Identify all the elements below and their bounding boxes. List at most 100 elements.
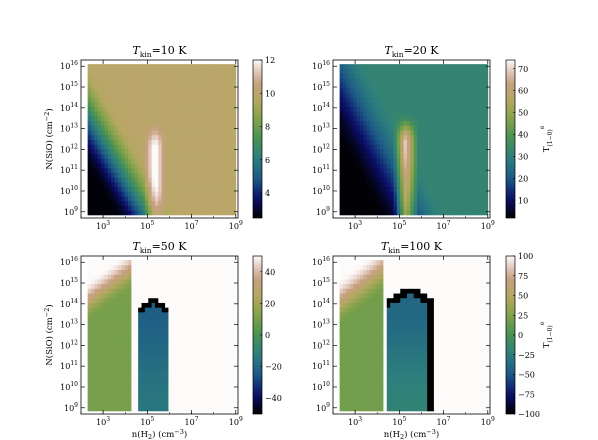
heatmap-cell: [229, 200, 233, 206]
heatmap-cell: [363, 330, 367, 336]
heatmap-cell: [205, 340, 210, 346]
heatmap-cell: [171, 321, 176, 327]
heatmap-cell: [107, 73, 112, 79]
heatmap-cell: [225, 316, 230, 322]
heatmap-cell: [376, 382, 381, 388]
heatmap-cell: [380, 181, 384, 188]
heatmap-cell: [165, 181, 169, 188]
heatmap-cell: [406, 181, 411, 188]
heatmap-cell: [356, 359, 361, 365]
heatmap-cell: [128, 302, 132, 308]
heatmap-cell: [97, 148, 102, 155]
heatmap-cell: [396, 191, 401, 197]
heatmap-cell: [215, 392, 220, 398]
heatmap-cell: [175, 186, 179, 192]
heatmap-cell: [131, 148, 136, 155]
heatmap-cell: [104, 87, 109, 93]
heatmap-cell: [202, 368, 206, 374]
heatmap-cell: [390, 83, 394, 89]
heatmap-cell: [353, 144, 357, 150]
heatmap-cell: [151, 392, 156, 398]
heatmap-cell: [225, 191, 230, 197]
heatmap-cell: [158, 163, 163, 169]
heatmap-cell: [457, 186, 462, 192]
y-tick-label: 1016: [60, 60, 78, 71]
heatmap-cell: [366, 153, 371, 159]
heatmap-cell: [91, 392, 95, 398]
heatmap-cell: [178, 196, 183, 202]
heatmap-cell: [185, 373, 190, 379]
heatmap-cell: [467, 210, 472, 216]
heatmap-cell: [198, 335, 203, 341]
heatmap-cell: [423, 87, 428, 93]
heatmap-cell: [218, 130, 223, 136]
heatmap-cell: [356, 115, 361, 122]
heatmap-cell: [376, 205, 381, 211]
heatmap-cell: [359, 144, 364, 150]
heatmap-cell: [396, 106, 401, 112]
heatmap-cell: [121, 115, 126, 122]
heatmap-cell: [484, 125, 489, 131]
heatmap-cell: [175, 297, 179, 303]
heatmap-cell: [205, 260, 210, 266]
heatmap-cell: [440, 153, 445, 159]
heatmap-cell: [481, 158, 485, 164]
heatmap-cell: [195, 144, 200, 150]
heatmap-cell: [474, 111, 479, 117]
heatmap-cell: [356, 87, 361, 93]
heatmap-cell: [195, 153, 200, 159]
heatmap-cell: [138, 354, 142, 360]
heatmap-cell: [185, 106, 190, 112]
heatmap-cell: [222, 83, 227, 89]
heatmap-cell: [423, 92, 428, 98]
heatmap-cell: [390, 283, 394, 289]
heatmap-cell: [349, 302, 354, 308]
heatmap-cell: [373, 311, 378, 318]
heatmap-cell: [447, 115, 452, 122]
heatmap-cell: [131, 293, 136, 299]
heatmap-cell: [470, 97, 475, 103]
heatmap-cell: [396, 125, 401, 131]
heatmap-cell: [212, 354, 216, 360]
heatmap-cell: [107, 92, 112, 98]
heatmap-cell: [218, 97, 223, 103]
heatmap-cell: [144, 172, 149, 178]
heatmap-cell: [215, 106, 220, 112]
heatmap-cell: [218, 344, 223, 351]
heatmap-cell: [111, 349, 115, 355]
heatmap-cell: [208, 321, 213, 327]
heatmap-cell: [144, 311, 149, 318]
heatmap-cell: [168, 205, 173, 211]
heatmap-cell: [349, 130, 354, 136]
heatmap-cell: [154, 377, 159, 384]
heatmap-cell: [144, 73, 149, 79]
heatmap-cell: [121, 200, 126, 206]
heatmap-cell: [131, 326, 136, 332]
heatmap-cell: [383, 148, 388, 155]
heatmap-cell: [168, 359, 173, 365]
heatmap-cell: [141, 406, 146, 412]
heatmap-cell: [171, 83, 176, 89]
heatmap-cell: [171, 392, 176, 398]
heatmap-cell: [185, 283, 190, 289]
heatmap-cell: [447, 73, 452, 79]
heatmap-cell: [386, 288, 391, 294]
heatmap-cell: [178, 401, 183, 407]
heatmap-cell: [433, 92, 438, 98]
heatmap-cell: [178, 191, 183, 197]
heatmap-cell: [107, 311, 112, 318]
heatmap-cell: [121, 73, 126, 79]
heatmap-cell: [356, 297, 361, 303]
heatmap-cell: [423, 101, 428, 107]
heatmap-cell: [218, 177, 223, 183]
heatmap-cell: [353, 130, 357, 136]
heatmap-cell: [400, 205, 405, 211]
heatmap-cell: [198, 186, 203, 192]
heatmap-cell: [444, 97, 448, 103]
heatmap-cell: [158, 125, 163, 131]
heatmap-cell: [178, 283, 183, 289]
heatmap-cell: [144, 134, 149, 140]
heatmap-cell: [349, 387, 354, 393]
heatmap-cell: [188, 283, 193, 289]
heatmap-cell: [380, 297, 384, 303]
